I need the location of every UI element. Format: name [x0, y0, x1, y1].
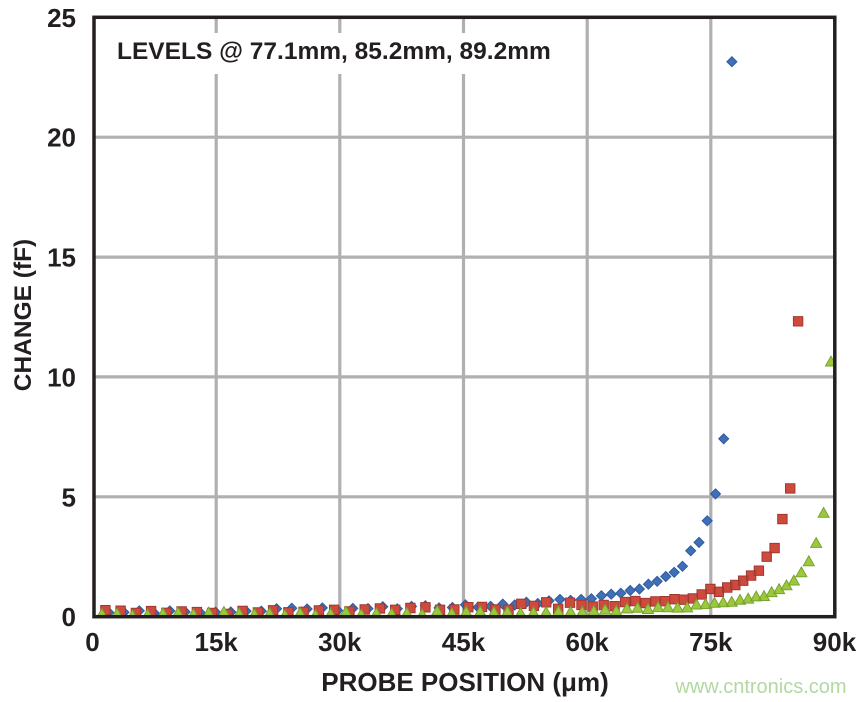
svg-text:PROBE POSITION (μm): PROBE POSITION (μm)	[321, 667, 609, 697]
svg-text:15k: 15k	[195, 627, 239, 657]
svg-text:45k: 45k	[442, 627, 486, 657]
svg-text:5: 5	[62, 482, 76, 512]
svg-text:10: 10	[47, 362, 76, 392]
svg-text:15: 15	[47, 243, 76, 273]
svg-text:CHANGE (fF): CHANGE (fF)	[10, 239, 37, 391]
svg-text:90k: 90k	[813, 627, 857, 657]
svg-text:0: 0	[85, 627, 99, 657]
svg-text:LEVELS @ 77.1mm, 85.2mm, 89.2m: LEVELS @ 77.1mm, 85.2mm, 89.2mm	[117, 38, 551, 65]
svg-text:60k: 60k	[566, 627, 610, 657]
svg-text:20: 20	[47, 123, 76, 153]
svg-text:www.cntronics.com: www.cntronics.com	[674, 676, 846, 698]
svg-text:75k: 75k	[689, 627, 733, 657]
svg-text:25: 25	[47, 3, 76, 33]
svg-text:0: 0	[62, 602, 76, 632]
svg-text:30k: 30k	[318, 627, 362, 657]
